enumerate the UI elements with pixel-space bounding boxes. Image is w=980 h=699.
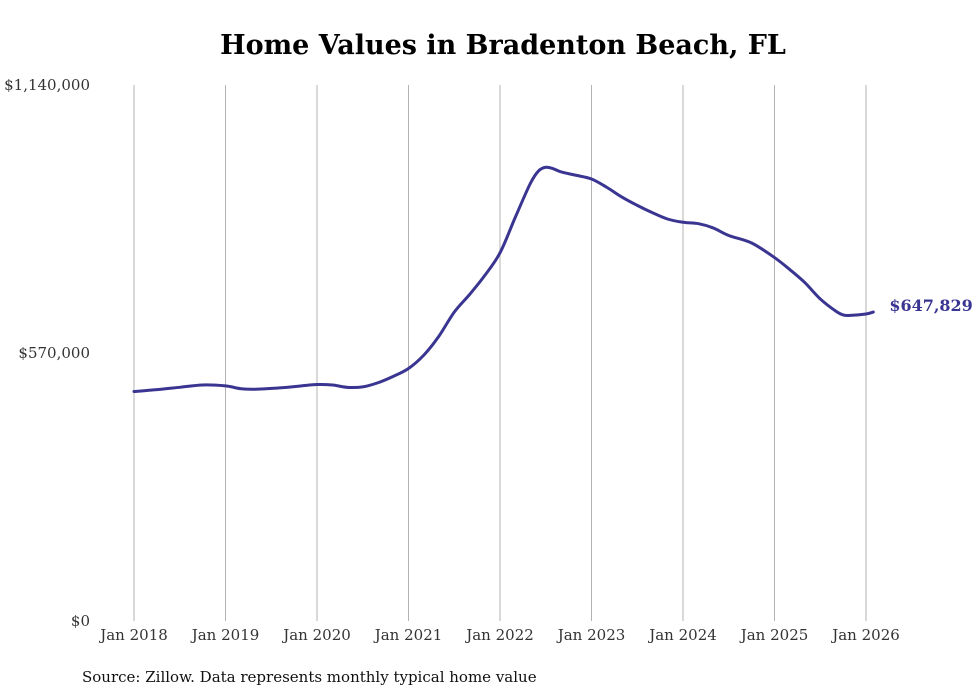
x-tick-label: Jan 2018 — [98, 626, 168, 644]
series-layer: $647,829 — [132, 165, 973, 394]
source-note: Source: Zillow. Data represents monthly … — [82, 668, 537, 686]
x-axis-ticks: Jan 2018 Jan 2019 Jan 2020 Jan 2021 Jan 2022… — [98, 626, 900, 644]
x-tick-label: Jan 2019 — [190, 626, 260, 644]
chart-area: $0$570,000$1,140,000 Jan 2018 Jan 2019 Jan… — [4, 76, 973, 644]
y-axis-ticks: $0 $570,000 $1,140,000 — [4, 76, 90, 630]
x-tick-label: Jan 2026 — [830, 626, 900, 644]
series-line-home-value — [132, 165, 875, 394]
y-tick-label: $1,140,000 — [4, 76, 90, 94]
chart-title: Home Values in Bradenton Beach, FL — [220, 30, 786, 61]
x-tick-label: Jan 2025 — [739, 626, 809, 644]
x-tick-label: Jan 2021 — [373, 626, 443, 644]
y-tick-label: $0 — [71, 612, 90, 630]
series-end-label: $647,829 — [889, 296, 973, 315]
gridlines — [133, 85, 867, 621]
x-tick-label: Jan 2024 — [647, 626, 717, 644]
x-tick-label: Jan 2023 — [556, 626, 626, 644]
y-tick-label: $570,000 — [18, 344, 90, 362]
x-tick-label: Jan 2020 — [281, 626, 351, 644]
x-tick-label: Jan 2022 — [464, 626, 534, 644]
